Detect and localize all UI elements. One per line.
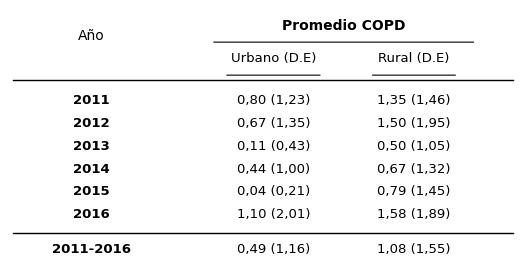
Text: 0,80 (1,23): 0,80 (1,23) xyxy=(237,94,310,107)
Text: 0,50 (1,05): 0,50 (1,05) xyxy=(377,140,451,153)
Text: 0,11 (0,43): 0,11 (0,43) xyxy=(237,140,310,153)
Text: 1,58 (1,89): 1,58 (1,89) xyxy=(377,208,451,221)
Text: Urbano (D.E): Urbano (D.E) xyxy=(231,52,316,65)
Text: 2015: 2015 xyxy=(73,185,109,198)
Text: 2013: 2013 xyxy=(73,140,109,153)
Text: 0,44 (1,00): 0,44 (1,00) xyxy=(237,162,310,176)
Text: 2011-2016: 2011-2016 xyxy=(52,243,131,256)
Text: 0,67 (1,32): 0,67 (1,32) xyxy=(377,162,451,176)
Text: 1,08 (1,55): 1,08 (1,55) xyxy=(377,243,451,256)
Text: 2012: 2012 xyxy=(73,117,109,130)
Text: 0,04 (0,21): 0,04 (0,21) xyxy=(237,185,310,198)
Text: 1,50 (1,95): 1,50 (1,95) xyxy=(377,117,451,130)
Text: 2011: 2011 xyxy=(73,94,109,107)
Text: 2016: 2016 xyxy=(73,208,109,221)
Text: Año: Año xyxy=(78,29,105,43)
Text: 1,35 (1,46): 1,35 (1,46) xyxy=(377,94,451,107)
Text: Promedio COPD: Promedio COPD xyxy=(282,19,406,33)
Text: Rural (D.E): Rural (D.E) xyxy=(378,52,450,65)
Text: 0,49 (1,16): 0,49 (1,16) xyxy=(237,243,310,256)
Text: 0,67 (1,35): 0,67 (1,35) xyxy=(237,117,310,130)
Text: 2014: 2014 xyxy=(73,162,109,176)
Text: 0,79 (1,45): 0,79 (1,45) xyxy=(377,185,451,198)
Text: 1,10 (2,01): 1,10 (2,01) xyxy=(237,208,310,221)
